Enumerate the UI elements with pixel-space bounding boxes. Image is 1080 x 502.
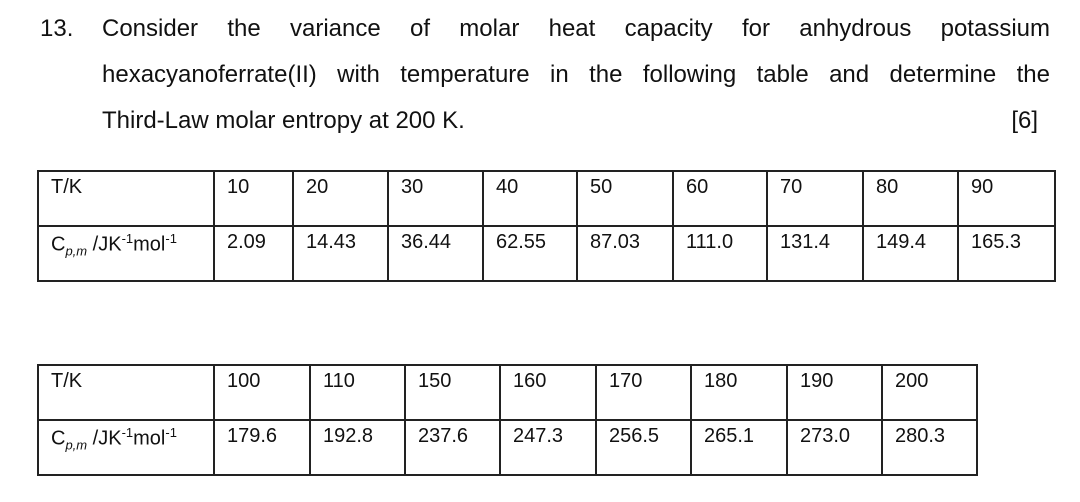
heat-capacity-cell: 192.8: [309, 419, 406, 476]
heat-capacity-cell: 179.6: [213, 419, 311, 476]
heat-capacity-row: Cp,m /JK-1mol-1 2.09 14.43 36.44 62.55 8…: [37, 225, 1056, 282]
temperature-cell: 10: [213, 170, 294, 227]
heat-capacity-cell: 256.5: [595, 419, 692, 476]
heat-capacity-label: Cp,m /JK-1mol-1: [37, 419, 215, 476]
heat-capacity-row: Cp,m /JK-1mol-1 179.6 192.8 237.6 247.3 …: [37, 419, 978, 476]
heat-capacity-cell: 14.43: [292, 225, 389, 282]
temperature-cell: 100: [213, 364, 311, 421]
heat-capacity-label: Cp,m /JK-1mol-1: [37, 225, 215, 282]
temperature-cell: 50: [576, 170, 674, 227]
heat-capacity-cell: 131.4: [766, 225, 864, 282]
heat-capacity-cell: 273.0: [786, 419, 883, 476]
heat-capacity-cell: 165.3: [957, 225, 1056, 282]
question-number: 13.: [40, 15, 74, 42]
temperature-cell: 20: [292, 170, 389, 227]
temperature-cell: 80: [862, 170, 959, 227]
temperature-cell: 180: [690, 364, 788, 421]
question-line-1: Consider the variance of molar heat capa…: [102, 15, 1050, 42]
marks-label: [6]: [1011, 107, 1038, 134]
temperature-cell: 150: [404, 364, 501, 421]
cp-exponent-1: -1: [121, 425, 134, 440]
question-line-3: Third-Law molar entropy at 200 K.: [102, 107, 465, 134]
cp-exponent-2: -1: [165, 425, 177, 440]
heat-capacity-cell: 62.55: [482, 225, 578, 282]
cp-unit-b: mol: [133, 427, 166, 450]
heat-capacity-cell: 111.0: [672, 225, 768, 282]
temperature-cell: 30: [387, 170, 484, 227]
cp-unit-a: /JK: [87, 427, 122, 450]
temperature-cell: 40: [482, 170, 578, 227]
temperature-cell: 160: [499, 364, 597, 421]
temperature-row: T/K 100 110 150 160 170 180 190 200: [37, 364, 978, 421]
heat-capacity-cell: 2.09: [213, 225, 294, 282]
temperature-cell: 70: [766, 170, 864, 227]
temperature-cell: 60: [672, 170, 768, 227]
heat-capacity-cell: 247.3: [499, 419, 597, 476]
question-text: Consider the variance of molar heat capa…: [102, 6, 1050, 144]
temperature-cell: 90: [957, 170, 1056, 227]
temperature-cell: 190: [786, 364, 883, 421]
cp-unit-a: /JK: [87, 233, 122, 256]
cp-exponent-2: -1: [165, 231, 177, 246]
heat-capacity-cell: 280.3: [881, 419, 978, 476]
heat-capacity-cell: 237.6: [404, 419, 501, 476]
cp-symbol: C: [51, 427, 66, 450]
question-block: 13. Consider the variance of molar heat …: [40, 6, 1050, 144]
question-line-2: hexacyanoferrate(II) with temperature in…: [102, 61, 1050, 88]
cp-subscript: p,m: [65, 243, 88, 259]
temperature-cell: 170: [595, 364, 692, 421]
heat-capacity-table-1: T/K 10 20 30 40 50 60 70 80 90 Cp,m /JK-…: [37, 170, 1056, 282]
heat-capacity-cell: 265.1: [690, 419, 788, 476]
heat-capacity-cell: 149.4: [862, 225, 959, 282]
cp-subscript: p,m: [65, 437, 88, 453]
heat-capacity-cell: 36.44: [387, 225, 484, 282]
temperature-label: T/K: [37, 364, 215, 421]
question-line-3-wrap: Third-Law molar entropy at 200 K. [6]: [102, 98, 1050, 144]
heat-capacity-table-2: T/K 100 110 150 160 170 180 190 200 Cp,m…: [37, 364, 978, 476]
temperature-cell: 200: [881, 364, 978, 421]
cp-exponent-1: -1: [121, 231, 134, 246]
temperature-cell: 110: [309, 364, 406, 421]
cp-symbol: C: [51, 233, 66, 256]
temperature-label: T/K: [37, 170, 215, 227]
temperature-row: T/K 10 20 30 40 50 60 70 80 90: [37, 170, 1056, 227]
heat-capacity-cell: 87.03: [576, 225, 674, 282]
cp-unit-b: mol: [133, 233, 166, 256]
